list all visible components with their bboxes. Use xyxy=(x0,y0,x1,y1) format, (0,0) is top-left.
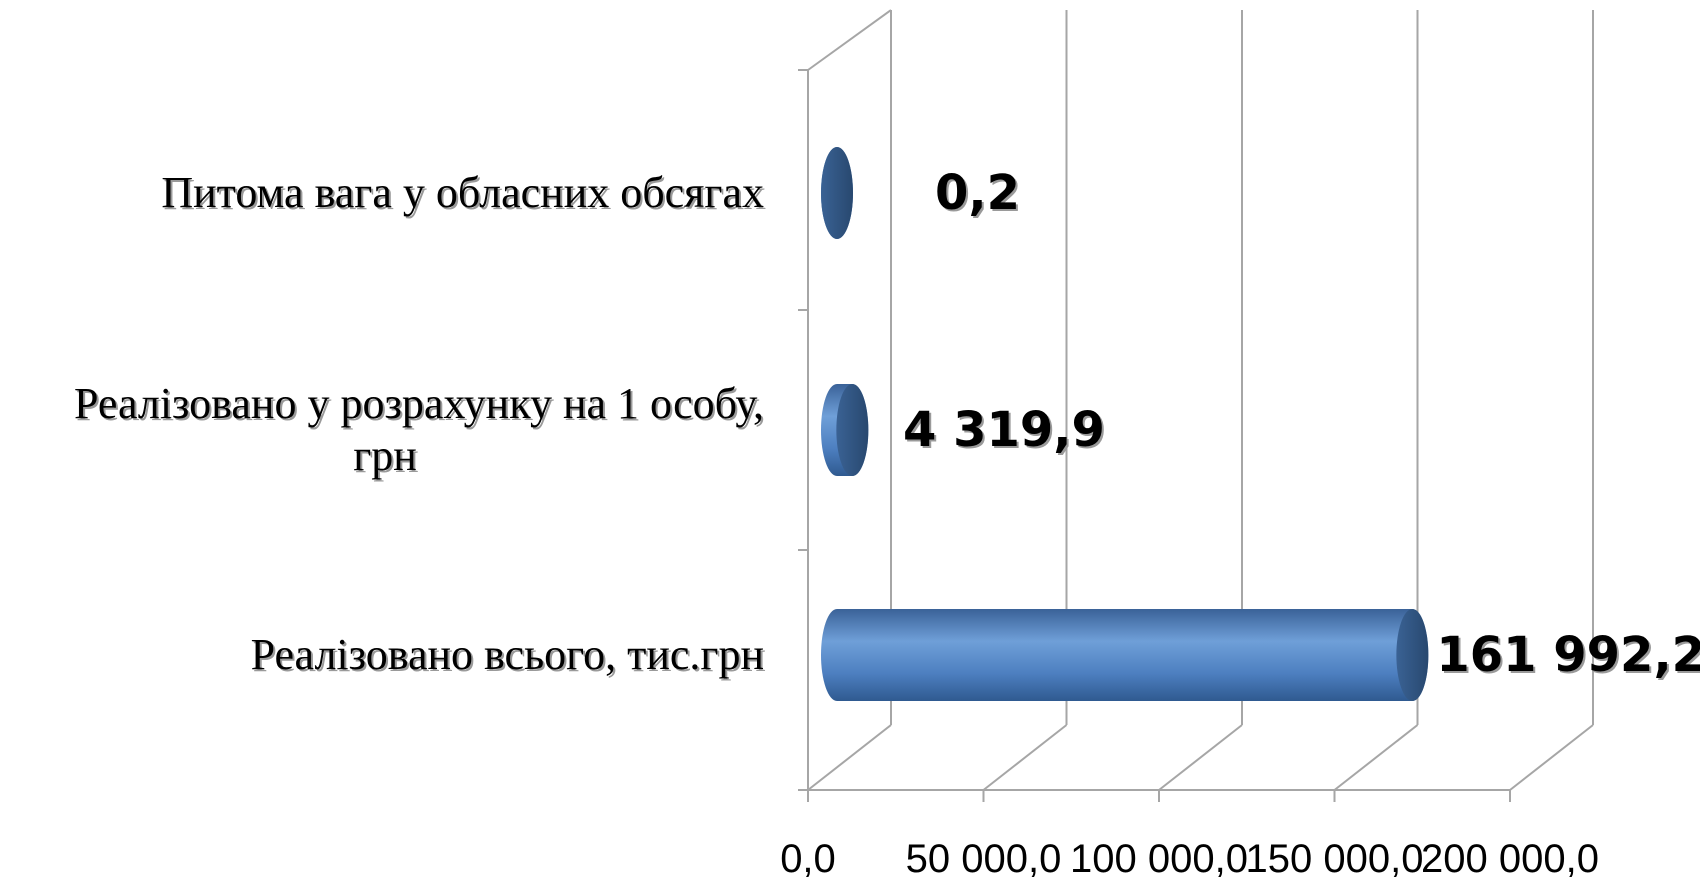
x-tick-label: 0,0 xyxy=(780,837,836,879)
floor-gridline xyxy=(808,725,891,790)
category-label: Питома вага у обласних обсягах xyxy=(161,168,764,217)
floor-gridline xyxy=(1510,725,1593,790)
x-tick-label: 100 000,0 xyxy=(1070,837,1248,879)
category-label: Реалізовано у розрахунку на 1 особу, xyxy=(74,379,764,428)
bar-end-cap xyxy=(836,384,868,476)
floor-gridline xyxy=(984,725,1067,790)
bar-body xyxy=(821,609,1428,701)
x-tick-label: 200 000,0 xyxy=(1421,837,1599,879)
data-label: 0,2 xyxy=(935,165,1020,221)
bar-end-cap xyxy=(1396,609,1428,701)
bar xyxy=(821,384,868,476)
bar xyxy=(821,609,1428,701)
x-tick-label: 50 000,0 xyxy=(906,837,1062,879)
category-label: Реалізовано всього, тис.грн xyxy=(251,630,764,679)
left-wall-top-edge xyxy=(808,10,891,70)
x-tick-label: 150 000,0 xyxy=(1246,837,1424,879)
floor-gridline xyxy=(1335,725,1418,790)
category-label: грн xyxy=(353,431,417,480)
bar-end-cap xyxy=(821,147,853,239)
bar xyxy=(821,147,853,239)
data-label: 4 319,9 xyxy=(903,402,1105,458)
data-label: 161 992,2 xyxy=(1436,627,1700,683)
floor-gridline xyxy=(1159,725,1242,790)
